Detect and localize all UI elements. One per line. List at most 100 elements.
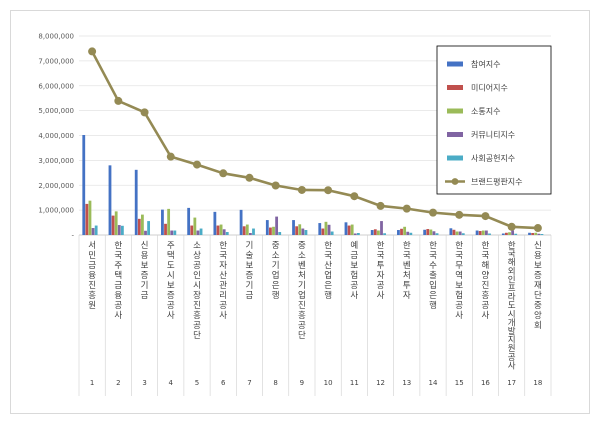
bar [292,220,295,235]
brand-reputation-chart: - 1,000,000 2,000,000 3,000,000 4,000,000 5,0… [38,33,552,396]
legend-swatch [447,108,463,114]
rank-label: 6 [221,379,226,387]
bar [537,233,541,235]
bar [383,233,387,235]
line-point [376,201,385,210]
bar [423,229,427,235]
bar [356,233,360,235]
bar [318,223,322,235]
bar [147,221,151,235]
bar [380,221,383,235]
y-tick-label: - [71,232,74,240]
bar [397,230,400,235]
bar [213,211,217,235]
rank-label: 18 [533,379,542,387]
line-point [193,160,201,169]
bar [85,203,89,235]
rank-label: 7 [247,379,251,387]
line-point [481,212,490,221]
bar [222,229,226,235]
bar [111,215,115,235]
legend-swatch [447,61,463,67]
rank-label: 1 [90,379,94,387]
bar [219,224,223,235]
line-point [533,224,542,233]
y-tick-label: 8,000,000 [38,33,74,41]
bar [94,225,98,235]
line-point [140,108,149,117]
bar-series [82,135,544,235]
bar [225,232,229,235]
bar [481,230,485,235]
legend-label: 사회공헌지수 [471,154,515,163]
rank-label: 15 [455,379,464,387]
y-tick-label: 5,000,000 [38,107,74,115]
bar [137,218,141,235]
bar [82,135,86,235]
rank-label: 13 [402,379,411,387]
bar [455,231,459,235]
rank-label: 11 [350,379,359,387]
bar [505,232,508,235]
bar [435,233,439,235]
bar [242,226,246,235]
legend-label: 커뮤니티지수 [471,130,515,140]
bar [167,208,171,235]
y-axis: - 1,000,000 2,000,000 3,000,000 4,000,000 5,0… [38,33,74,240]
line-point [245,173,254,182]
bar [193,217,197,235]
bar [265,220,269,235]
bar [91,228,95,235]
bar [540,234,544,235]
bar [484,230,488,235]
rank-label: 4 [169,379,174,387]
bar [324,221,328,235]
line-point [297,185,306,194]
bar [298,224,302,235]
bar [272,226,275,235]
bar [187,207,191,235]
bar [409,232,413,235]
line-point [402,204,411,213]
line-point [219,169,228,178]
legend-label: 미디어지수 [471,83,508,93]
line-point [350,192,359,201]
bar [295,226,299,235]
bar [429,229,433,235]
bar [170,230,174,235]
bar [344,222,348,235]
bar [531,233,535,235]
bar [449,228,453,235]
bar [528,232,531,235]
bar [426,229,430,235]
line-point [271,181,280,190]
bar [353,233,357,235]
chart-frame: - 1,000,000 2,000,000 3,000,000 4,000,000 5,0… [10,10,590,414]
line-point [88,47,97,56]
bar [478,231,482,235]
bar [514,233,518,235]
line-path [90,50,538,230]
bar [373,229,377,235]
legend-swatch [447,155,463,161]
bar [117,225,121,235]
bar [252,228,255,235]
y-tick-label: 6,000,000 [38,82,74,90]
x-axis: 서 민 금 융 진 흥 원 1 한 국 주 택 금 융 공 사 2 신 용 보 증 기 금 3 주 택 도 시 보 증 공 사 4 소 상 공 인 시 장 진… [78,235,552,396]
rank-label: 14 [429,379,438,387]
rank-label: 17 [507,379,516,387]
bar [534,232,538,235]
bar [432,231,436,235]
bar [501,233,505,235]
bar [173,230,177,235]
bar [239,209,243,235]
